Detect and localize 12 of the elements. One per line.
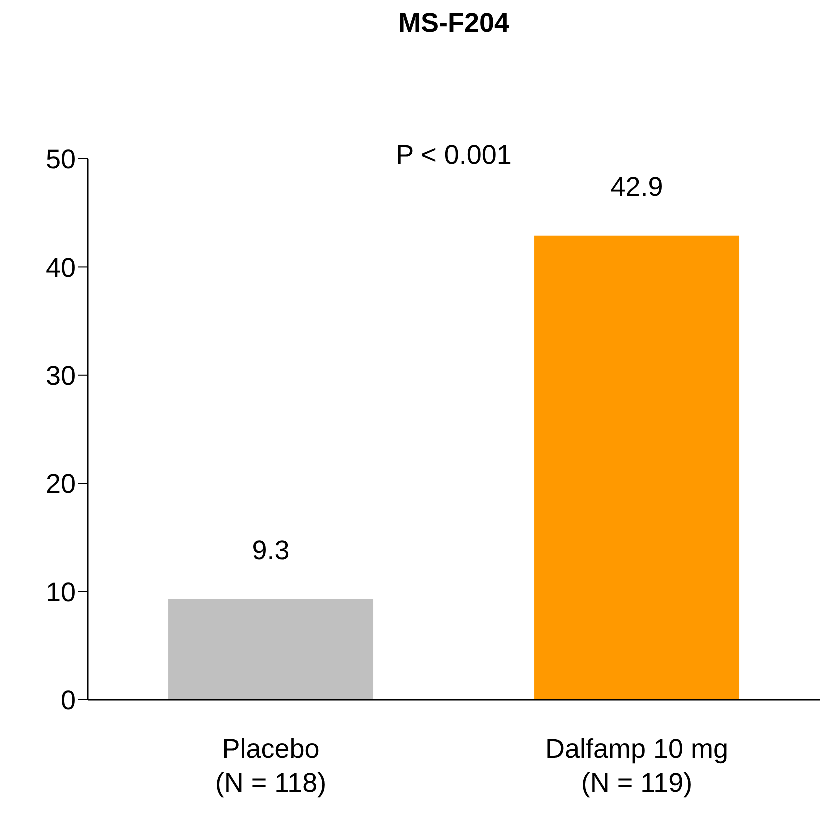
annotation: P < 0.001 (395, 140, 513, 171)
data-label: 9.3 (252, 535, 290, 566)
y-tick-label: 40 (46, 252, 76, 283)
y-tick-label: 50 (46, 144, 76, 175)
data-label: 42.9 (610, 172, 664, 202)
chart-title: MS-F204 (397, 8, 511, 39)
y-tick-label: 10 (46, 577, 76, 608)
y-tick-label: 20 (46, 469, 76, 500)
y-tick-label: 30 (46, 360, 76, 391)
x-tick-label: Dalfamp 10 mg (N = 119) (545, 734, 729, 798)
y-tick-label: 0 (60, 686, 76, 716)
x-tick-label: Placebo (N = 118) (215, 734, 327, 798)
